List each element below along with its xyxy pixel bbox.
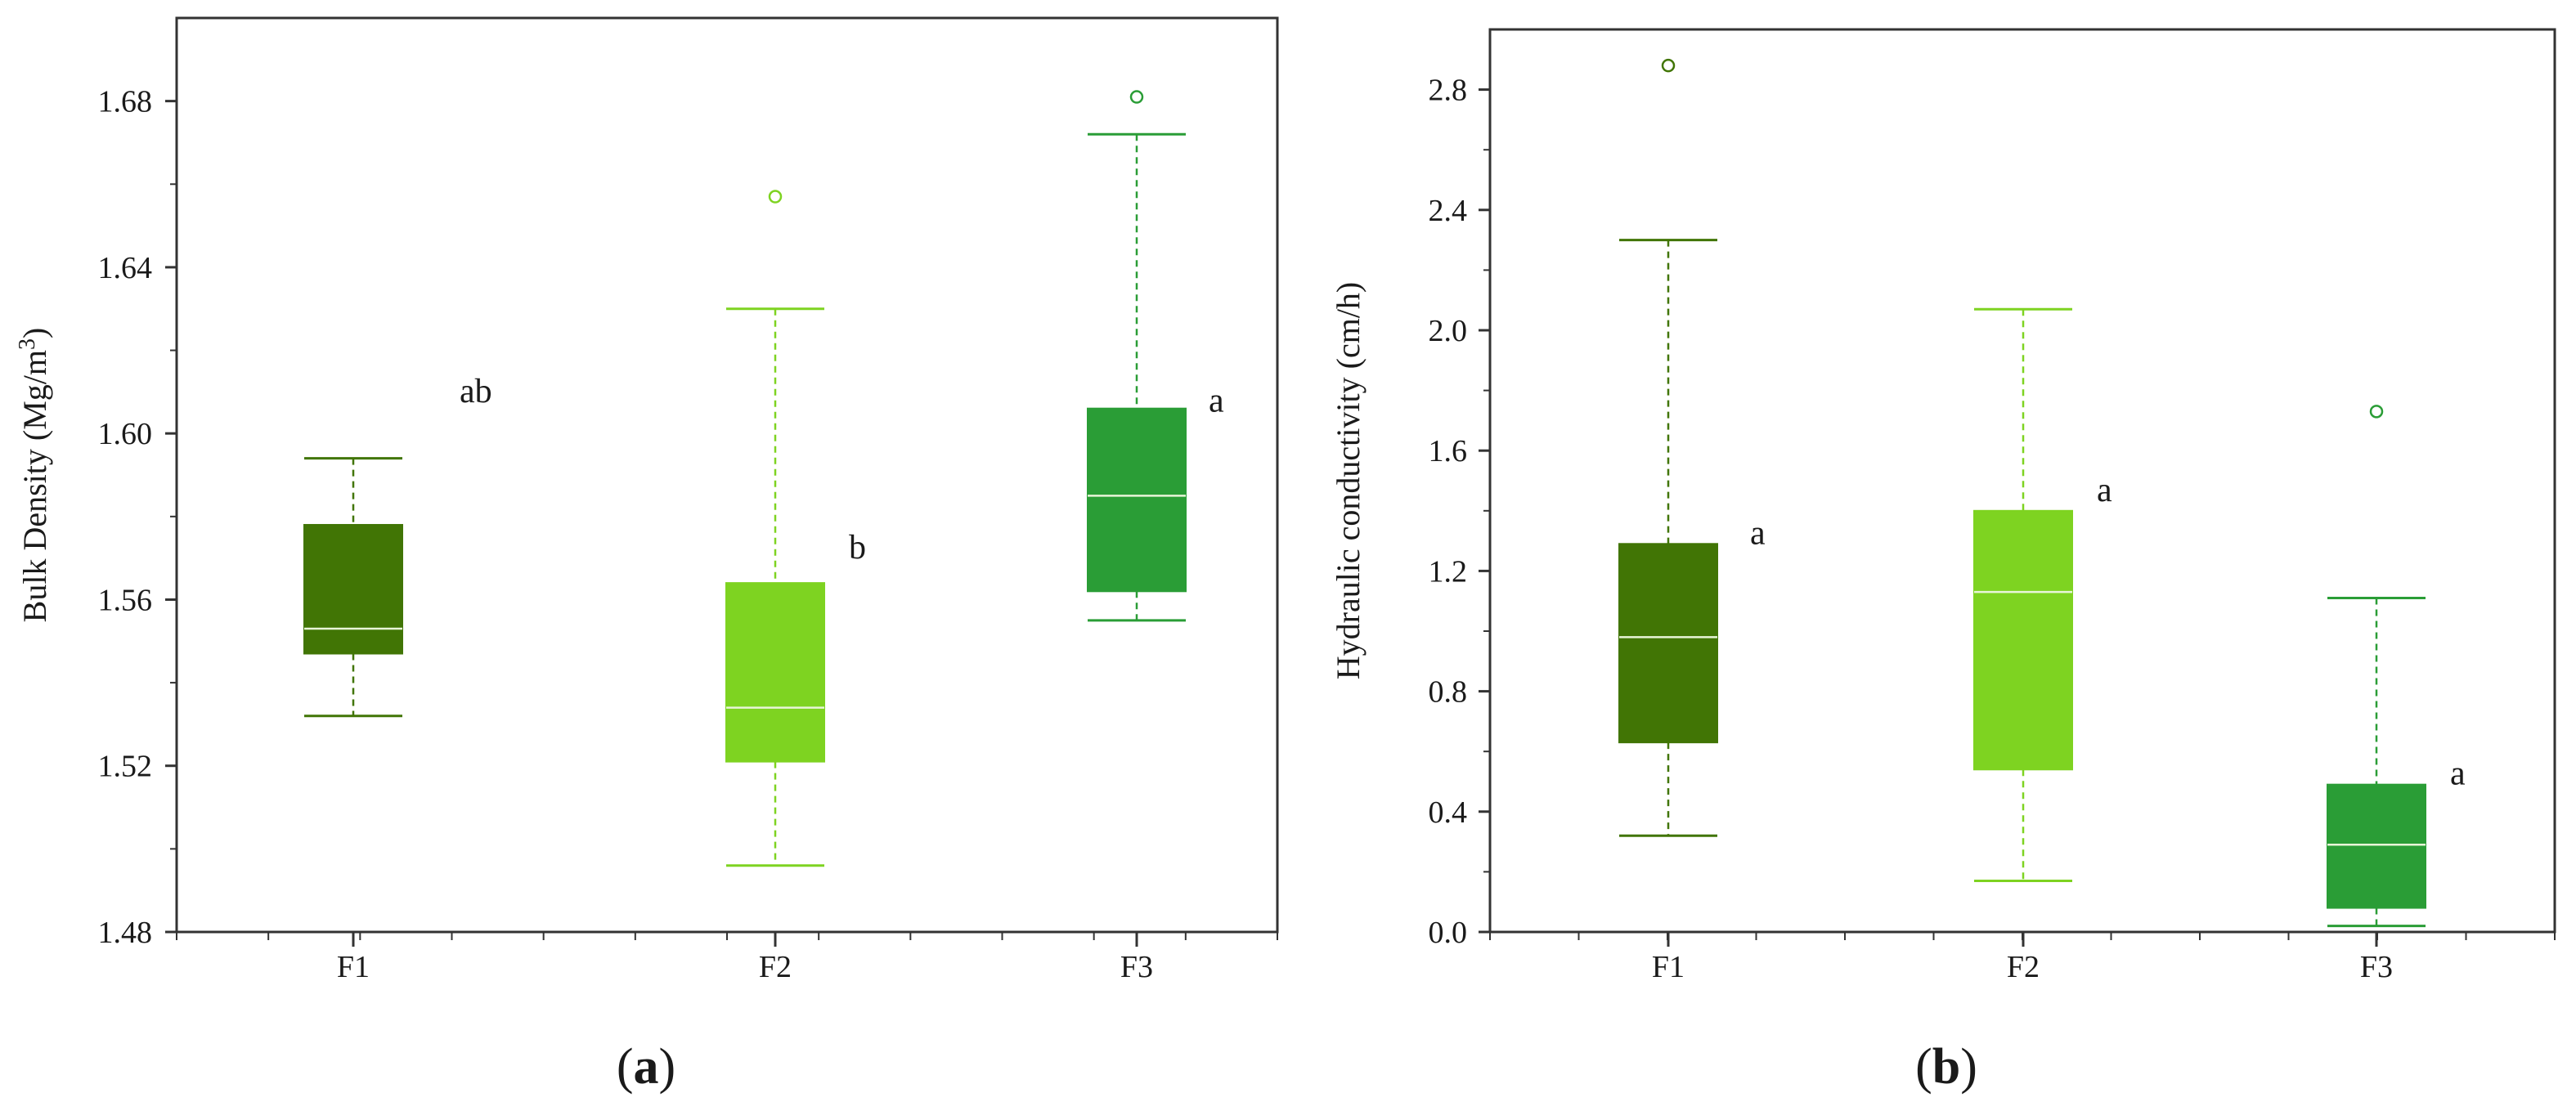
significance-label-F1: ab — [460, 373, 492, 410]
box-F3 — [1087, 407, 1187, 593]
y-tick-label: 1.2 — [1429, 554, 1468, 589]
outlier-F2 — [768, 190, 783, 204]
panel-label: (a) — [617, 1039, 675, 1095]
panel-label: (b) — [1915, 1039, 1977, 1095]
y-tick-label: 2.4 — [1429, 194, 1468, 228]
y-axis-label: Hydraulic conductivity (cm/h) — [1330, 282, 1367, 680]
x-tick-label: F1 — [1652, 950, 1685, 984]
box-F1 — [1618, 543, 1718, 744]
y-tick-label: 1.60 — [98, 417, 153, 451]
significance-label-F2: a — [2097, 472, 2112, 509]
y-tick-label: 2.0 — [1429, 314, 1468, 348]
y-tick-label: 1.52 — [98, 750, 153, 784]
y-tick-label: 1.6 — [1429, 434, 1468, 468]
y-tick-label: 1.68 — [98, 85, 153, 119]
significance-label-F1: a — [1750, 514, 1766, 552]
y-tick-label: 0.4 — [1429, 795, 1468, 830]
y-axis-label: Bulk Density (Mg/m3) — [15, 328, 53, 623]
outlier-F3 — [1129, 90, 1144, 104]
significance-label-F2: b — [849, 529, 866, 567]
significance-label-F3: a — [2450, 755, 2466, 793]
y-tick-label: 1.64 — [98, 251, 153, 285]
y-tick-label: 0.0 — [1429, 916, 1468, 950]
x-tick-label: F3 — [1120, 950, 1153, 984]
x-tick-label: F3 — [2360, 950, 2393, 984]
significance-label-F3: a — [1209, 383, 1224, 420]
box-F2 — [725, 582, 825, 763]
outlier-F1 — [1661, 58, 1676, 73]
x-tick-label: F2 — [759, 950, 792, 984]
x-tick-label: F1 — [337, 950, 370, 984]
y-tick-label: 0.8 — [1429, 675, 1468, 710]
y-tick-label: 1.56 — [98, 583, 153, 617]
y-tick-label: 1.48 — [98, 916, 153, 950]
box-F1 — [303, 523, 403, 655]
outlier-F3 — [2369, 405, 2384, 419]
panel-a: 1.48 1.52 1.56 1.60 1.64 1.68 F1 F2 F3 Bulk Densi… — [15, 16, 1279, 1095]
box-F3 — [2327, 783, 2426, 909]
box-F2 — [1973, 509, 2073, 771]
x-tick-label: F2 — [2007, 950, 2040, 984]
y-tick-label: 2.8 — [1429, 74, 1468, 108]
panel-b: 0.0 0.4 0.8 1.2 1.6 2.0 2.4 2.8 F1 F2 F3 Hydraulic … — [1330, 28, 2556, 1095]
